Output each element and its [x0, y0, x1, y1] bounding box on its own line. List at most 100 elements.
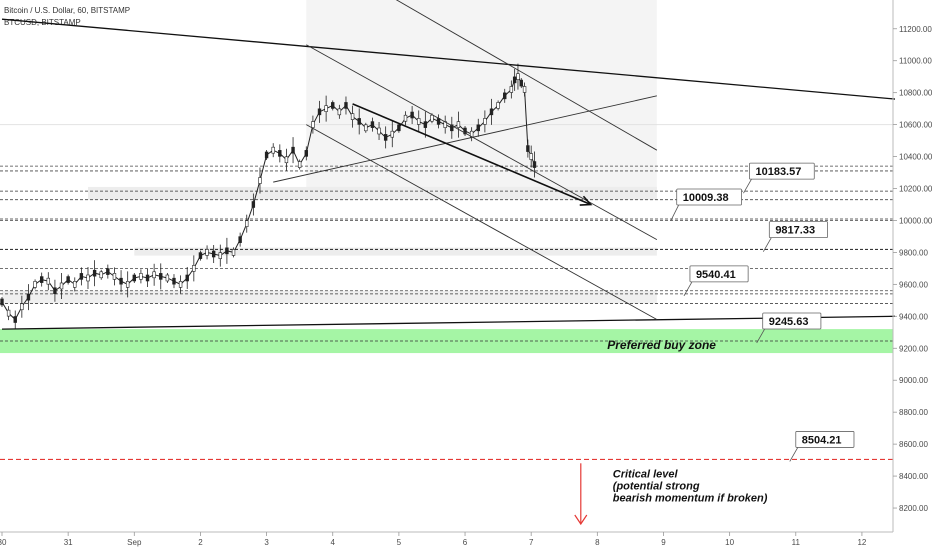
price-candle — [509, 86, 514, 93]
shaded-region — [2, 290, 657, 304]
y-tick-label: 10400.00 — [899, 153, 932, 162]
price-candle — [165, 274, 170, 282]
buy-zone-label: Preferred buy zone — [607, 338, 716, 352]
price-candle — [417, 118, 421, 125]
price-candle — [185, 274, 189, 282]
price-candle — [284, 156, 289, 164]
price-candle — [205, 249, 209, 256]
price-candle — [526, 145, 530, 152]
critical-note-line: bearish momentum if broken) — [613, 493, 768, 505]
price-candle — [238, 236, 242, 243]
price-candle — [79, 273, 84, 280]
y-tick-label: 8800.00 — [899, 408, 928, 417]
trendlines — [1, 0, 896, 526]
price-candle — [218, 252, 222, 259]
price-candle — [198, 252, 203, 259]
price-candle — [211, 250, 216, 258]
level-label-box — [749, 162, 815, 180]
price-candle — [26, 293, 31, 301]
y-tick-label: 8200.00 — [899, 504, 928, 513]
level-label-text: 10009.38 — [683, 192, 729, 204]
price-candle — [92, 269, 97, 277]
x-tick-label: 9 — [661, 538, 666, 547]
price-candle — [512, 76, 517, 84]
price-candle — [172, 277, 176, 285]
x-tick-label: Sep — [127, 538, 142, 547]
price-candle — [33, 281, 37, 288]
x-tick-label: 6 — [463, 538, 468, 547]
price-candle — [245, 220, 249, 227]
y-tick-label: 11000.00 — [899, 57, 932, 66]
rising-wedge-line — [273, 95, 657, 183]
level-lines — [0, 165, 893, 461]
price-candle — [192, 265, 196, 272]
price-candle — [291, 146, 295, 154]
x-tick-label: 11 — [792, 538, 801, 547]
price-candle — [258, 177, 262, 184]
price-candle — [516, 73, 520, 80]
price-candle — [66, 276, 70, 283]
price-candle — [397, 124, 401, 132]
y-tick-label: 9600.00 — [899, 280, 928, 289]
forecast-arrow-shaft — [352, 103, 592, 206]
y-tick-label: 9800.00 — [899, 248, 928, 257]
price-candle — [450, 124, 454, 132]
level-label-text: 10183.57 — [755, 166, 801, 178]
y-tick-label: 8400.00 — [899, 472, 928, 481]
price-candle — [456, 121, 461, 128]
price-candle — [0, 298, 4, 306]
level-label-box — [768, 221, 828, 239]
price-candle — [403, 114, 408, 122]
upper-triangle-line — [1, 18, 896, 100]
level-label-connector — [683, 281, 693, 297]
shaded-region — [306, 0, 657, 189]
shaded-region — [134, 247, 657, 256]
price-candle — [251, 201, 256, 208]
price-candle — [178, 281, 183, 288]
price-candle — [324, 105, 328, 112]
level-label-box — [689, 265, 749, 283]
price-candle — [370, 121, 375, 128]
price-candle — [59, 282, 64, 290]
x-tick-label: 10 — [725, 538, 734, 547]
price-candle — [496, 102, 500, 109]
chart-title: Bitcoin / U.S. Dollar, 60, BITSTAMP — [4, 6, 131, 15]
price-candle — [476, 124, 480, 132]
price-candle — [13, 316, 17, 323]
price-candle — [529, 153, 533, 160]
price-candle — [278, 150, 282, 157]
x-tick-label: 2 — [198, 538, 203, 547]
critical-note-line: Critical level — [613, 469, 679, 481]
price-candle — [119, 277, 123, 285]
price-candle — [304, 150, 308, 157]
price-candle — [377, 127, 381, 135]
price-candle — [503, 92, 507, 100]
price-candle — [86, 274, 90, 282]
y-tick-label: 9000.00 — [899, 376, 928, 385]
price-candle — [519, 79, 523, 87]
price-candle — [532, 161, 537, 168]
critical-note-line: (potential strong — [613, 481, 700, 493]
x-tick-label: 8 — [595, 538, 600, 547]
x-tick-label: 4 — [331, 538, 336, 547]
shaded-region — [87, 186, 657, 200]
y-tick-label: 10800.00 — [899, 89, 932, 98]
level-label-connector — [762, 237, 772, 252]
price-candle — [489, 108, 494, 116]
price-candle — [231, 249, 236, 256]
lower-triangle-line — [1, 315, 896, 330]
level-label-box — [762, 312, 822, 330]
y-tick-label: 10200.00 — [899, 185, 932, 194]
forecast-arrow-head — [579, 195, 593, 206]
price-candle — [271, 146, 275, 154]
price-candle — [297, 161, 302, 168]
channel-upper-line — [395, 0, 658, 151]
price-candle — [430, 114, 434, 122]
x-tick-label: 7 — [529, 538, 534, 547]
price-candle — [125, 281, 130, 288]
price-candle — [145, 274, 150, 282]
price-candle — [112, 273, 117, 280]
x-tick-label: 12 — [857, 538, 866, 547]
